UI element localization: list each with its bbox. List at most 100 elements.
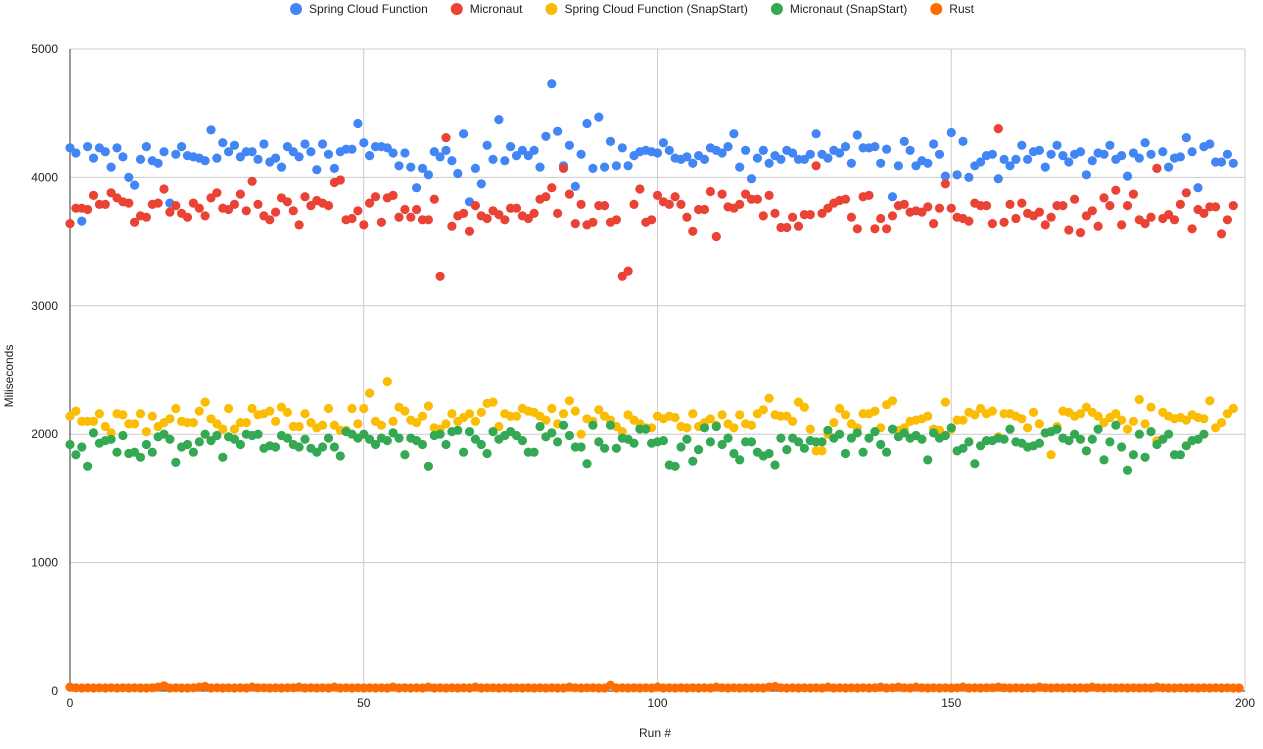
data-point [553, 437, 563, 447]
data-point [124, 172, 134, 182]
data-point [1175, 450, 1185, 460]
data-point [453, 168, 463, 179]
data-point [271, 416, 281, 426]
data-point [1122, 171, 1133, 181]
data-point [370, 439, 381, 450]
data-point [558, 409, 569, 419]
legend-item[interactable]: Spring Cloud Function [290, 2, 428, 16]
data-point [470, 201, 480, 211]
data-point [993, 124, 1003, 134]
data-point [359, 138, 369, 148]
data-point [447, 409, 457, 419]
data-point [1117, 442, 1127, 452]
data-point [382, 377, 392, 387]
data-point [882, 447, 892, 457]
data-point [141, 212, 151, 222]
data-point [699, 204, 710, 215]
data-point [553, 126, 563, 136]
data-point [459, 208, 469, 218]
data-point [547, 79, 557, 89]
data-point [388, 190, 398, 200]
data-point [517, 145, 528, 155]
data-point [611, 443, 622, 453]
data-point [952, 170, 962, 180]
data-point [870, 427, 880, 437]
data-point [1046, 149, 1056, 159]
series-3 [65, 420, 1209, 475]
data-point [159, 147, 169, 157]
data-point [188, 447, 198, 457]
data-point [582, 459, 592, 469]
data-point [241, 418, 251, 428]
data-point [188, 418, 198, 428]
data-point [799, 402, 810, 412]
data-point [682, 152, 692, 162]
data-point [782, 222, 792, 233]
data-point [171, 201, 181, 211]
data-point [670, 192, 680, 202]
data-point [723, 142, 733, 152]
data-point [1140, 419, 1150, 429]
data-point [388, 428, 398, 438]
data-point [776, 154, 786, 164]
data-point [1075, 228, 1086, 238]
data-point [335, 451, 345, 461]
data-point [541, 415, 551, 425]
data-point [835, 429, 845, 439]
data-point [746, 437, 757, 447]
data-point [1152, 439, 1162, 450]
data-point [165, 434, 175, 444]
data-point [876, 158, 886, 168]
data-point [212, 153, 222, 163]
legend-item[interactable]: Micronaut [450, 2, 523, 16]
data-point [135, 409, 146, 419]
data-point [735, 455, 745, 465]
data-point [294, 220, 304, 230]
data-point [958, 443, 968, 453]
data-point [970, 410, 980, 420]
data-point [200, 429, 210, 439]
data-point [1111, 185, 1121, 195]
data-point [229, 424, 240, 434]
data-point [752, 194, 763, 204]
data-point [788, 416, 798, 426]
data-point [958, 136, 968, 146]
data-point [823, 425, 833, 435]
data-point [130, 419, 140, 429]
legend-item[interactable]: Spring Cloud Function (SnapStart) [545, 2, 748, 16]
data-point [77, 216, 87, 226]
data-point [423, 170, 433, 180]
data-point [923, 411, 933, 421]
data-point [423, 461, 433, 471]
data-point [1070, 194, 1080, 204]
data-point [447, 156, 457, 166]
data-point [106, 428, 116, 438]
y-tick-label: 3000 [31, 299, 58, 313]
data-point [435, 271, 445, 281]
data-point [547, 403, 557, 414]
data-point [88, 428, 99, 438]
data-point [276, 162, 287, 172]
data-point [1216, 418, 1227, 428]
data-point [887, 396, 898, 406]
data-point [940, 430, 951, 441]
data-point [770, 460, 780, 470]
data-point [1081, 446, 1091, 456]
legend-item[interactable]: Rust [930, 2, 975, 16]
data-point [629, 199, 639, 209]
data-point [1093, 424, 1103, 434]
legend-item[interactable]: Micronaut (SnapStart) [770, 2, 907, 16]
legend-label: Spring Cloud Function (SnapStart) [564, 2, 747, 16]
data-point [200, 397, 210, 407]
data-point [923, 202, 933, 212]
data-point [576, 442, 586, 452]
data-point [946, 423, 956, 433]
data-point [247, 176, 257, 186]
data-point [1099, 193, 1109, 203]
data-point [265, 406, 275, 416]
data-point [476, 439, 486, 450]
data-point [899, 199, 909, 209]
data-point [746, 174, 757, 184]
data-point [453, 425, 463, 435]
data-point [271, 153, 281, 163]
